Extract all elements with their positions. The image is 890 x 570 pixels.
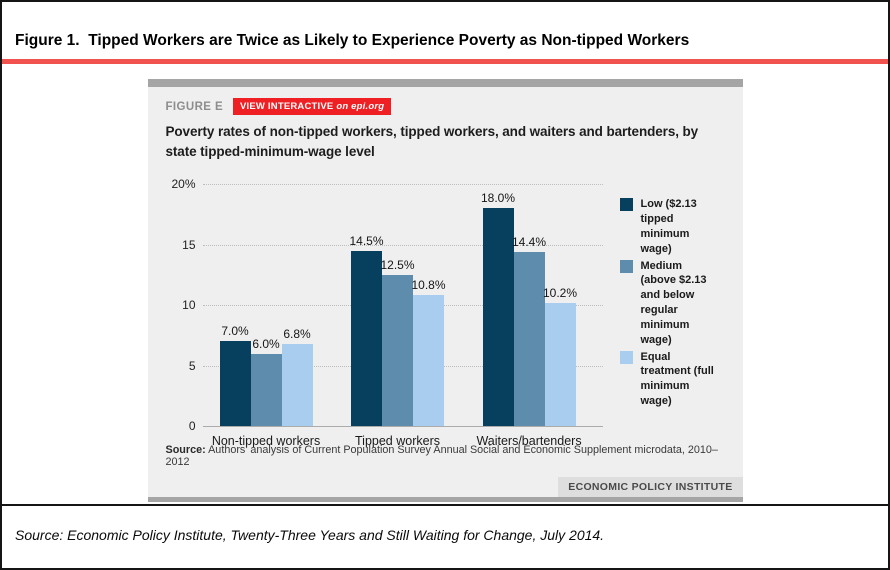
bar: 12.5% — [380, 258, 415, 427]
figure-caption: Source: Economic Policy Institute, Twent… — [15, 527, 605, 543]
legend-swatch-icon — [619, 350, 633, 364]
figure-header: FIGURE E VIEW INTERACTIVE on epi.org — [166, 98, 725, 115]
y-axis-tick-label: 15 — [182, 237, 196, 252]
bar-group: 18.0% 14.4% 10.2% — [481, 184, 577, 427]
red-divider — [2, 59, 888, 64]
bar: 18.0% — [481, 191, 515, 427]
x-axis-category-text: Non-tipped workers — [211, 434, 321, 449]
plot-area: 20% 15 10 5 0 7.0% 6.0% 6.8% 14.5% 12.5% 10.8% 18.0… — [171, 177, 603, 433]
x-axis-category-label: Non-tipped workers — [212, 434, 320, 448]
legend-item: Low ($2.13 tipped minimum wage) — [619, 197, 724, 256]
legend-item: Equal treatment (full minimum wage) — [619, 350, 724, 409]
bar: 7.0% — [219, 324, 251, 427]
epi-logo-badge: ECONOMIC POLICY INSTITUTE — [558, 477, 743, 497]
view-interactive-text: VIEW INTERACTIVE — [240, 101, 334, 112]
gridline — [202, 184, 603, 186]
y-axis-tick-label: 0 — [188, 419, 196, 434]
chart-panel: FIGURE E VIEW INTERACTIVE on epi.org Pov… — [147, 79, 743, 502]
bar-group: 7.0% 6.0% 6.8% — [219, 184, 313, 427]
bar: 10.8% — [411, 278, 446, 427]
y-axis-tick-label: 10 — [182, 298, 196, 313]
source-label: Source: — [165, 444, 206, 456]
page-title: Figure 1. Tipped Workers are Twice as Li… — [15, 32, 690, 49]
legend-label: Equal treatment (full minimum wage) — [640, 350, 714, 408]
panel-bottom-strip — [147, 497, 743, 502]
x-axis-category-text: Waiters/bartenders — [476, 434, 582, 449]
view-interactive-suffix: on epi.org — [336, 101, 385, 112]
gridline — [202, 244, 603, 246]
legend-swatch-icon — [619, 259, 633, 273]
chart-source-note: Source: Authors’ analysis of Current Pop… — [166, 444, 725, 468]
source-text: Authors’ analysis of Current Population … — [165, 444, 718, 468]
bar-value-label: 10.8% — [411, 278, 446, 293]
bar-groups: 7.0% 6.0% 6.8% 14.5% 12.5% 10.8% 18.0% 14.4% 10.… — [203, 184, 603, 427]
chart-title: Poverty rates of non-tipped workers, tip… — [165, 124, 699, 159]
caption-divider — [2, 504, 888, 506]
bar: 6.0% — [250, 337, 282, 427]
x-axis-labels: Non-tipped workers Tipped workers Waiters/… — [203, 434, 603, 448]
bar: 10.2% — [543, 286, 577, 427]
chart-legend: Low ($2.13 tipped minimum wage) Medium (a… — [619, 184, 724, 448]
bar-value-label: 10.2% — [542, 285, 578, 300]
view-interactive-link[interactable]: VIEW INTERACTIVE on epi.org — [233, 98, 392, 115]
bar-value-label: 14.4% — [511, 234, 547, 249]
legend-item: Medium (above $2.13 and below regular mi… — [619, 259, 724, 348]
x-axis-category-text: Tipped workers — [355, 434, 440, 449]
figure-label: FIGURE E — [165, 100, 224, 113]
bar-value-label: 18.0% — [480, 191, 516, 206]
bar-value-label: 12.5% — [380, 257, 415, 272]
legend-label: Medium (above $2.13 and below regular mi… — [640, 259, 707, 346]
bar: 14.5% — [349, 234, 384, 427]
bar-value-label: 14.5% — [349, 233, 384, 248]
x-axis-category-label: Tipped workers — [351, 434, 444, 448]
bar-group: 14.5% 12.5% 10.8% — [349, 184, 446, 427]
chart-area: 20% 15 10 5 0 7.0% 6.0% 6.8% 14.5% 12.5% 10.8% 18.0… — [166, 177, 725, 448]
x-axis-category-label: Waiters/bartenders — [476, 434, 581, 448]
legend-swatch-icon — [619, 198, 633, 212]
bar-value-label: 7.0% — [221, 324, 249, 339]
bar-value-label: 6.0% — [252, 336, 280, 351]
bar: 14.4% — [512, 235, 546, 427]
panel-top-strip — [147, 79, 743, 87]
y-axis-tick-label: 20% — [171, 177, 196, 192]
bar-value-label: 6.8% — [283, 326, 311, 341]
legend-label: Low ($2.13 tipped minimum wage) — [640, 198, 697, 255]
y-axis-tick-label: 5 — [188, 358, 196, 373]
bar: 6.8% — [281, 327, 313, 427]
